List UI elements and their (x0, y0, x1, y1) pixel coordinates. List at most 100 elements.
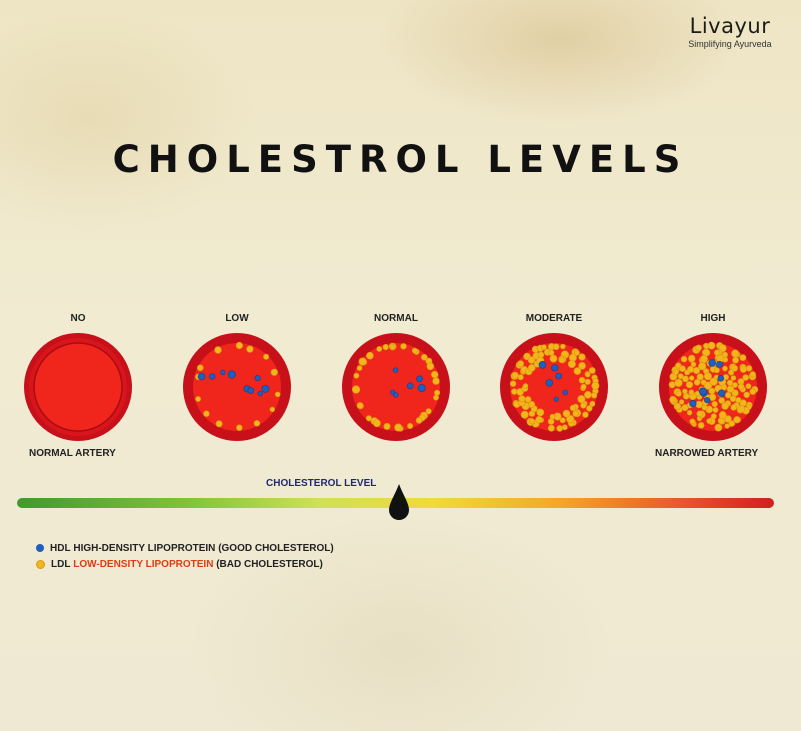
hdl-particle (538, 360, 547, 369)
legend-ldl-name: LOW-DENSITY LIPOPROTEIN (73, 558, 214, 570)
ldl-particle (749, 371, 757, 378)
ldl-particle (714, 423, 723, 432)
hdl-particle (562, 389, 568, 396)
ldl-particle (203, 410, 210, 417)
artery-high (659, 333, 767, 441)
ldl-particle (366, 351, 374, 360)
ldl-particle (535, 415, 543, 424)
brand-name: Livayur (689, 14, 771, 38)
hdl-particle (716, 361, 723, 368)
ldl-particle (730, 375, 737, 381)
ldl-particle (724, 391, 732, 399)
ldl-particle (745, 383, 752, 390)
ldl-particle (710, 413, 717, 420)
ldl-particle (685, 381, 694, 389)
ldl-particle (703, 372, 712, 381)
ldl-particle (695, 400, 703, 409)
ldl-particle (726, 379, 734, 386)
ldl-particle (678, 365, 686, 372)
ldl-particle (590, 392, 598, 399)
ldl-particle (689, 375, 695, 381)
ldl-particle (690, 361, 697, 368)
ldl-particle (706, 418, 712, 424)
ldl-particle (578, 376, 586, 384)
level-indicator-drop-icon (389, 484, 409, 520)
hdl-particle (555, 372, 563, 380)
ldl-particle (541, 344, 547, 351)
ldl-particle (352, 385, 361, 394)
ldl-particle (696, 410, 704, 418)
ldl-particle (536, 408, 545, 417)
hdl-particle (209, 373, 216, 380)
ldl-particle (674, 378, 683, 388)
hdl-particle (689, 399, 697, 408)
ldl-particle (584, 378, 591, 385)
ldl-particle (678, 399, 685, 405)
ldl-particle (729, 395, 737, 402)
ldl-particle (713, 349, 721, 356)
hdl-particle (197, 372, 206, 381)
ldl-particle (509, 380, 517, 387)
artery-no (24, 333, 132, 441)
ldl-particle (669, 395, 677, 404)
ldl-particle (742, 374, 749, 381)
ldl-particle (584, 371, 591, 378)
ldl-particle (682, 375, 689, 383)
legend-ldl-note: (BAD CHOLESTEROL) (216, 558, 323, 570)
ldl-particle (434, 389, 441, 396)
ldl-particle (682, 392, 690, 400)
ldl-particle (253, 420, 261, 427)
ldl-particle (270, 368, 278, 376)
ldl-particle (383, 422, 391, 430)
legend-hdl-name: HIGH-DENSITY LIPOPROTEIN (73, 542, 216, 554)
hdl-particle (390, 389, 396, 395)
hdl-particle (708, 359, 717, 367)
ldl-particle (195, 396, 201, 402)
legend-ldl: LDL LOW-DENSITY LIPOPROTEIN (BAD CHOLEST… (36, 557, 323, 571)
ldl-particle (547, 424, 555, 432)
hdl-particle (247, 387, 255, 394)
hdl-particle (227, 370, 236, 379)
ldl-particle (696, 373, 704, 381)
ldl-particle (353, 372, 360, 379)
ldl-particle (433, 394, 439, 401)
ldl-particle (407, 423, 414, 430)
ldl-particle (214, 346, 222, 354)
ldl-particle (718, 411, 727, 420)
ldl-particle (722, 356, 729, 363)
ldl-particle (688, 354, 696, 363)
legend-ldl-abbr: LDL (51, 558, 71, 570)
ldl-particle (732, 356, 739, 364)
ldl-particle (732, 382, 738, 388)
ldl-particle (743, 391, 750, 398)
ldl-particle (749, 388, 757, 395)
hdl-particle (261, 384, 270, 393)
hdl-particle (553, 396, 559, 402)
ldl-particle (400, 343, 407, 350)
ldl-particle (731, 349, 740, 358)
ldl-particle (269, 406, 276, 413)
stage-label-moderate: MODERATE (525, 313, 583, 324)
normal-artery-label: NORMAL ARTERY (29, 448, 116, 459)
ldl-particle (376, 346, 383, 352)
ldl-particle (588, 367, 596, 374)
ldl-particle (586, 405, 593, 412)
ldl-particle (516, 388, 524, 396)
ldl-particle (687, 365, 695, 373)
hdl-particle (551, 364, 559, 372)
ldl-particle (695, 344, 702, 352)
ldl-particle (235, 341, 244, 350)
page-title: CHOLESTROL LEVELS (112, 138, 689, 181)
ldl-particle (432, 377, 440, 385)
ldl-particle (358, 357, 367, 366)
ldl-particle (528, 401, 536, 409)
ldl-particle (745, 365, 753, 372)
hdl-particle (416, 375, 423, 383)
ldl-particle (675, 390, 682, 397)
ldl-particle (709, 377, 718, 386)
hdl-particle (406, 382, 414, 390)
ldl-particle (700, 354, 708, 363)
ldl-particle (196, 364, 204, 372)
ldl-particle (524, 396, 532, 403)
ldl-particle (703, 381, 713, 390)
